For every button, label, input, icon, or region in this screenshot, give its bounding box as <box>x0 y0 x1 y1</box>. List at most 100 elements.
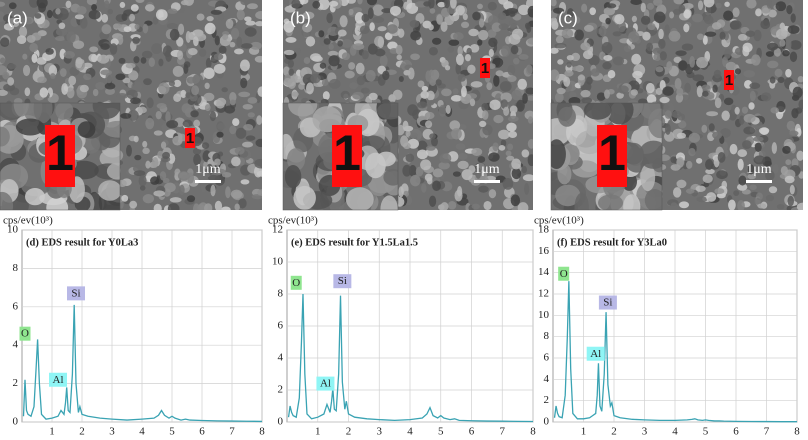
grain <box>571 66 584 72</box>
grain <box>734 106 740 115</box>
grain <box>234 147 245 155</box>
grain <box>322 91 330 101</box>
grain <box>449 0 457 9</box>
grain <box>88 9 101 20</box>
grain <box>31 53 38 64</box>
y-tick-label: 0 <box>544 416 550 428</box>
grain <box>483 200 492 210</box>
grain <box>775 1 787 12</box>
grain <box>283 20 295 33</box>
x-tick-label: 2 <box>79 426 85 438</box>
grain <box>457 74 466 82</box>
grain <box>581 3 588 13</box>
grain <box>245 20 256 26</box>
grain <box>486 82 493 91</box>
grain <box>117 35 124 45</box>
x-tick-label: 3 <box>642 426 648 438</box>
grain <box>104 82 116 90</box>
grain <box>511 89 522 101</box>
grain <box>755 8 762 17</box>
grain <box>185 31 191 43</box>
grain <box>242 141 254 148</box>
grain <box>328 55 340 67</box>
grain <box>571 52 581 62</box>
grain <box>129 200 138 209</box>
y-tick-label: 10 <box>7 224 19 236</box>
grain <box>467 64 476 74</box>
grain <box>79 16 88 29</box>
grain <box>402 120 409 132</box>
grain <box>583 24 594 32</box>
grain <box>255 21 262 27</box>
grain <box>134 23 140 30</box>
grain <box>48 65 58 77</box>
grain <box>522 174 533 182</box>
grain <box>312 0 321 9</box>
grain <box>574 29 584 41</box>
grain <box>366 0 378 6</box>
grain <box>644 189 662 210</box>
grain <box>410 30 421 41</box>
grain <box>106 162 120 180</box>
grain <box>703 0 715 8</box>
grain <box>786 120 796 131</box>
x-tick-label: 8 <box>794 426 800 438</box>
grain <box>155 110 162 120</box>
grain <box>326 12 333 24</box>
grain <box>768 186 778 194</box>
grain <box>753 155 766 165</box>
grain <box>764 160 772 167</box>
grain <box>180 0 189 6</box>
grain <box>653 53 661 62</box>
grain <box>589 7 596 16</box>
grain <box>749 82 761 90</box>
grain <box>511 158 522 170</box>
grain <box>95 82 106 90</box>
y-tick-label: 2 <box>278 384 284 396</box>
grain <box>372 16 385 23</box>
grain <box>65 0 72 9</box>
grain <box>398 76 404 82</box>
grain <box>204 104 211 112</box>
grain <box>796 202 803 210</box>
grain <box>7 17 19 24</box>
y-tick-label: 8 <box>13 262 19 274</box>
grain <box>498 0 509 5</box>
grain <box>432 180 441 192</box>
grain <box>499 81 512 92</box>
grain <box>143 78 152 86</box>
grain <box>28 0 40 8</box>
panel-label: (c) <box>558 8 578 27</box>
grain <box>188 48 198 56</box>
grain <box>766 42 779 51</box>
grain <box>452 171 461 177</box>
grain <box>155 9 168 21</box>
grain <box>13 103 29 117</box>
grain <box>79 84 89 93</box>
grain <box>580 42 591 51</box>
grain <box>670 202 678 208</box>
grain <box>676 157 685 168</box>
grain <box>765 170 775 181</box>
grain <box>640 163 656 192</box>
grain <box>101 13 109 23</box>
x-tick-label: 1 <box>581 426 587 438</box>
grain <box>706 111 719 117</box>
grain <box>379 54 388 67</box>
grain <box>339 15 348 28</box>
grain <box>24 87 31 97</box>
grain <box>517 78 528 90</box>
y-tick-label: 4 <box>13 339 19 351</box>
grain <box>469 98 476 107</box>
grain <box>468 28 479 37</box>
grain <box>797 75 803 83</box>
grain <box>224 105 236 114</box>
grain <box>178 184 185 196</box>
grain <box>180 89 187 99</box>
grain <box>402 164 412 177</box>
grain <box>74 14 84 20</box>
grain <box>683 9 691 19</box>
grain <box>677 113 686 121</box>
grain <box>435 79 442 86</box>
y-tick-label: 4 <box>278 352 284 364</box>
